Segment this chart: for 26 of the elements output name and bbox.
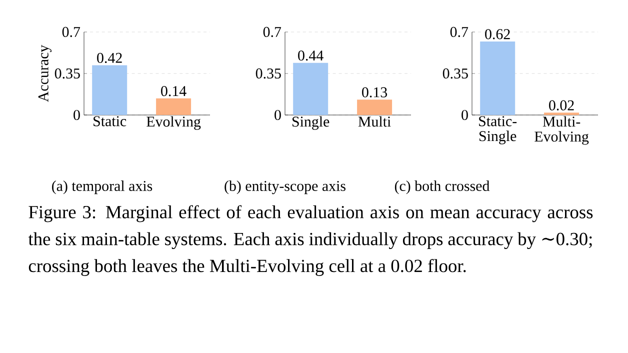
y-tick-label: 0.7: [62, 26, 80, 38]
data-label: 0.13: [362, 87, 388, 98]
data-label: 0.02: [549, 100, 574, 110]
caption: Figure 3: Marginal effect of each evaluation axis on mean accuracy across the six main-table systems. Each axis individually drops accuracy by ∼0.30; crossing both leaves the Multi-Evolving cell at a 0.02 floor.: [28, 205, 593, 276]
y-tick-label: 0.35: [442, 68, 468, 79]
x-tick-label: Evolving: [146, 116, 201, 130]
y-tick-label: 0.35: [54, 68, 80, 79]
y-axis-title: Accuracy: [38, 44, 52, 102]
y-tick-label: 0.7: [450, 26, 468, 38]
y-tick-label: 0: [74, 110, 80, 120]
x-axis-title: (b) entity-scope axis: [224, 180, 346, 194]
y-tick-label: 0.7: [263, 26, 282, 38]
x-axis-title: (a) temporal axis: [52, 180, 152, 194]
data-label: 0.44: [298, 50, 324, 61]
data-label: 0.14: [161, 86, 186, 96]
y-tick-label: 0: [462, 110, 468, 120]
data-label: 0.62: [485, 29, 510, 40]
x-tick-label: Static: [94, 116, 126, 126]
x-tick-label: Single: [292, 116, 330, 130]
x-tick-label: Multi-Evolving: [534, 116, 589, 145]
x-axis-title: (c) both crossed: [394, 180, 490, 194]
y-tick-label: 0.35: [256, 68, 281, 79]
y-tick-label: 0: [274, 110, 281, 120]
x-tick-label: Multi: [358, 116, 391, 127]
data-label: 0.42: [97, 52, 122, 64]
x-tick-label: Static-Single: [479, 116, 517, 144]
